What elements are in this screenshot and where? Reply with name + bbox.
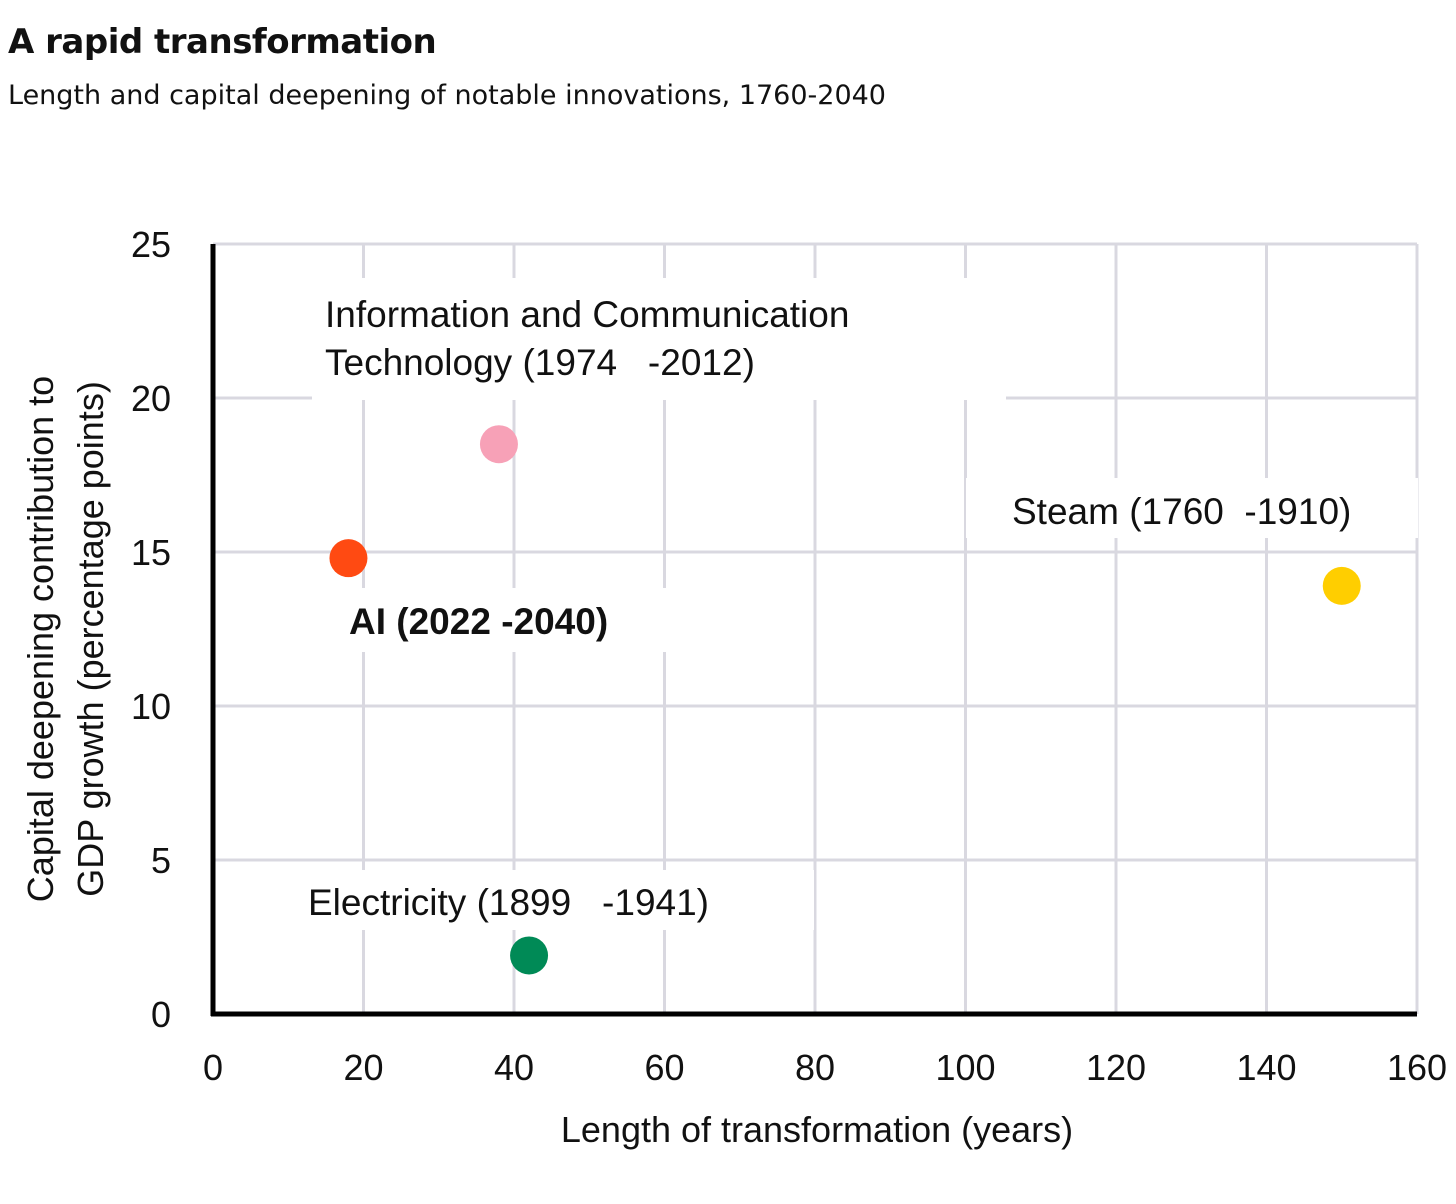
annotation-ict-line-1: Information and Communication <box>325 294 849 335</box>
x-tick-label: 80 <box>795 1047 835 1088</box>
annotation-steam-line-1: Steam (1760 -1910) <box>1012 491 1351 532</box>
annotation-background-electricity <box>218 870 814 930</box>
y-tick-label: 0 <box>151 994 171 1035</box>
annotation-electricity-line-1: Electricity (1899 -1941) <box>308 882 709 923</box>
x-tick-label: 40 <box>494 1047 534 1088</box>
annotation-ai-line-1: AI (2022 -2040) <box>349 601 608 642</box>
annotation-background-ai <box>336 588 666 652</box>
chart-subtitle: Length and capital deepening of notable … <box>8 80 886 111</box>
x-tick-label: 100 <box>935 1047 995 1088</box>
data-point-steam <box>1322 566 1361 605</box>
data-points <box>329 425 1361 975</box>
point-annotations: Information and Communication Technology … <box>308 294 1351 923</box>
annotation-background-ict <box>312 278 1006 400</box>
y-axis-title-line-1: Capital deepening contribution to <box>20 376 61 902</box>
data-point-ai <box>329 539 368 578</box>
y-tick-label: 5 <box>151 840 171 881</box>
x-tick-label: 140 <box>1236 1047 1296 1088</box>
annotation-ict-line-2: Technology (1974 -2012) <box>325 342 755 383</box>
chart-title: A rapid transformation <box>8 22 437 62</box>
y-axis-title-line-2: GDP growth (percentage points) <box>70 381 111 897</box>
x-tick-label: 160 <box>1387 1047 1447 1088</box>
x-tick-label: 20 <box>343 1047 383 1088</box>
tick-labels: 0 20 40 60 80 100 120 140 160 0 5 10 15 20 25 <box>131 224 1447 1088</box>
y-tick-label: 20 <box>131 378 171 419</box>
x-tick-label: 0 <box>203 1047 223 1088</box>
annotation-backgrounds <box>218 278 1418 930</box>
y-tick-label: 15 <box>131 532 171 573</box>
y-tick-label: 25 <box>131 224 171 265</box>
x-tick-label: 60 <box>644 1047 684 1088</box>
x-axis-title: Length of transformation (years) <box>561 1109 1073 1150</box>
annotation-background-steam <box>966 478 1418 538</box>
axes <box>210 244 1417 1017</box>
x-tick-label: 120 <box>1086 1047 1146 1088</box>
data-point-ict <box>479 425 518 464</box>
data-point-electricity <box>510 936 549 975</box>
y-tick-label: 10 <box>131 686 171 727</box>
